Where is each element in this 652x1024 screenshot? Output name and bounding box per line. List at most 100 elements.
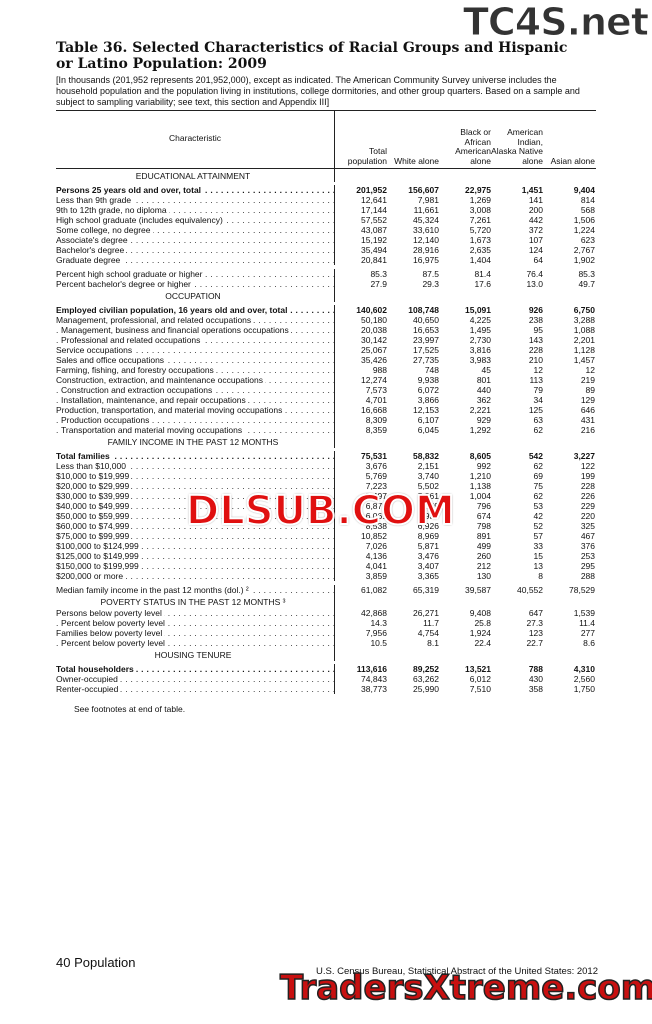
row-label: Sales and office occupations bbox=[56, 355, 167, 365]
cell: 814 bbox=[580, 195, 595, 205]
cell: 25.8 bbox=[474, 618, 491, 628]
table-row: Management, business and financial opera… bbox=[56, 325, 596, 335]
cell: 65,319 bbox=[413, 585, 439, 595]
cell: 8,538 bbox=[365, 521, 387, 531]
cell: 12,274 bbox=[361, 375, 387, 385]
cell: 14.3 bbox=[370, 618, 387, 628]
cell: 6,012 bbox=[469, 674, 491, 684]
table-row: Construction, extraction, and maintenanc… bbox=[56, 375, 596, 385]
cell: 29.3 bbox=[422, 279, 439, 289]
cell: 228 bbox=[528, 345, 543, 355]
table-row: Bachelor's degree 35,494 28,916 2,635 124 2,7… bbox=[56, 245, 596, 255]
cell: 228 bbox=[580, 481, 595, 491]
cell: 6,061 bbox=[365, 511, 387, 521]
row-label: Construction, extraction, and maintenanc… bbox=[56, 375, 265, 385]
table-row: Production, transportation, and material… bbox=[56, 405, 596, 415]
cell: 8 bbox=[538, 571, 543, 581]
cell: 200 bbox=[528, 205, 543, 215]
table-row: Employed civilian population, 16 years o… bbox=[56, 305, 596, 315]
cell: 130 bbox=[476, 571, 491, 581]
row-label-cell: Some college, no degree bbox=[56, 225, 335, 235]
row-label: Persons 25 years old and over, total bbox=[56, 185, 204, 195]
cell: 45,324 bbox=[413, 215, 439, 225]
cell: 2,560 bbox=[573, 674, 595, 684]
cell: 124 bbox=[528, 245, 543, 255]
table-row: Associate's degree 15,192 12,140 1,673 107 62… bbox=[56, 235, 596, 245]
table-row: $20,000 to $29,999 7,223 5,502 1,138 75 228 bbox=[56, 481, 596, 491]
cell: 10,852 bbox=[361, 531, 387, 541]
row-label-cell: Professional and related occupations bbox=[56, 335, 335, 345]
cell: 95 bbox=[533, 325, 543, 335]
cell: 3,740 bbox=[417, 471, 439, 481]
row-label-cell: Sales and office occupations bbox=[56, 355, 335, 365]
cell: 7,981 bbox=[417, 195, 439, 205]
cell: 122 bbox=[580, 461, 595, 471]
row-label: 9th to 12th grade, no diploma bbox=[56, 205, 169, 215]
row-label-cell: Bachelor's degree bbox=[56, 245, 335, 255]
row-label: Percent below poverty level bbox=[61, 638, 167, 648]
row-label: Management, professional, and related oc… bbox=[56, 315, 254, 325]
column-header: American Indian, Alaska Native alone bbox=[491, 127, 543, 166]
cell: 1,451 bbox=[521, 185, 543, 195]
row-label: Persons below poverty level bbox=[56, 608, 164, 618]
row-label: Graduate degree bbox=[56, 255, 123, 265]
cell: 499 bbox=[476, 541, 491, 551]
cell: 38,773 bbox=[361, 684, 387, 694]
cell: 623 bbox=[580, 235, 595, 245]
table-row: $10,000 to $19,999 5,769 3,740 1,210 69 199 bbox=[56, 471, 596, 481]
cell: 358 bbox=[528, 684, 543, 694]
table: Characteristic Total population White alon… bbox=[56, 110, 596, 714]
section-heading: POVERTY STATUS IN THE PAST 12 MONTHS ³ bbox=[56, 595, 335, 608]
row-label-cell: Median family income in the past 12 mont… bbox=[56, 585, 335, 595]
cell: 35,426 bbox=[361, 355, 387, 365]
table-row: Persons 25 years old and over, total 201,… bbox=[56, 185, 596, 195]
cell: 9,408 bbox=[469, 608, 491, 618]
row-label-cell: $50,000 to $59,999 bbox=[56, 511, 335, 521]
row-label-cell: $20,000 to $29,999 bbox=[56, 481, 335, 491]
cell: 4,701 bbox=[365, 395, 387, 405]
table-row: $50,000 to $59,999 6,061 4,936 674 42 220 bbox=[56, 511, 596, 521]
cell: 74,843 bbox=[361, 674, 387, 684]
cell: 143 bbox=[528, 335, 543, 345]
cell: 1,128 bbox=[573, 345, 595, 355]
row-label-cell: Persons below poverty level bbox=[56, 608, 335, 618]
row-label-cell: Installation, maintenance, and repair oc… bbox=[56, 395, 335, 405]
row-label-cell: Transportation and material moving occup… bbox=[56, 425, 335, 435]
cell: 20,841 bbox=[361, 255, 387, 265]
cell: 8.6 bbox=[583, 638, 595, 648]
row-label-cell: Families below poverty level bbox=[56, 628, 335, 638]
cell: 34 bbox=[533, 395, 543, 405]
section-heading: HOUSING TENURE bbox=[56, 648, 335, 661]
cell: 35,494 bbox=[361, 245, 387, 255]
row-label-cell: Construction, extraction, and maintenanc… bbox=[56, 375, 335, 385]
cell: 13.0 bbox=[526, 279, 543, 289]
table-row: Renter-occupied 38,773 25,990 7,510 358 1,750 bbox=[56, 684, 596, 694]
cell: 12 bbox=[533, 365, 543, 375]
cell: 926 bbox=[528, 305, 543, 315]
column-header: Asian alone bbox=[550, 155, 595, 166]
cell: 748 bbox=[424, 365, 439, 375]
cell: 11.7 bbox=[423, 618, 439, 628]
table-row: Less than $10,000 3,676 2,151 992 62 122 bbox=[56, 461, 596, 471]
table-header: Characteristic Total population White alon… bbox=[56, 111, 596, 169]
row-label-cell: Owner-occupied bbox=[56, 674, 335, 684]
cell: 15 bbox=[533, 551, 543, 561]
cell: 568 bbox=[580, 205, 595, 215]
cell: 295 bbox=[580, 561, 595, 571]
cell: 6,750 bbox=[573, 305, 595, 315]
cell: 141 bbox=[528, 195, 543, 205]
cell: 798 bbox=[476, 521, 491, 531]
row-label-cell: Graduate degree bbox=[56, 255, 335, 265]
cell: 238 bbox=[528, 315, 543, 325]
table-row: $60,000 to $74,999 8,538 6,926 798 52 325 bbox=[56, 521, 596, 531]
row-label-cell: Employed civilian population, 16 years o… bbox=[56, 305, 335, 315]
row-label: $125,000 to $149,999 bbox=[56, 551, 141, 561]
table-row: $125,000 to $149,999 4,136 3,476 260 15 253 bbox=[56, 551, 596, 561]
cell: 63,262 bbox=[413, 674, 439, 684]
row-label-cell: Management, professional, and related oc… bbox=[56, 315, 335, 325]
cell: 62 bbox=[533, 461, 543, 471]
row-label: Associate's degree bbox=[56, 235, 130, 245]
table-row: $40,000 to $49,999 6,873 5,559 796 53 229 bbox=[56, 501, 596, 511]
cell: 442 bbox=[528, 215, 543, 225]
